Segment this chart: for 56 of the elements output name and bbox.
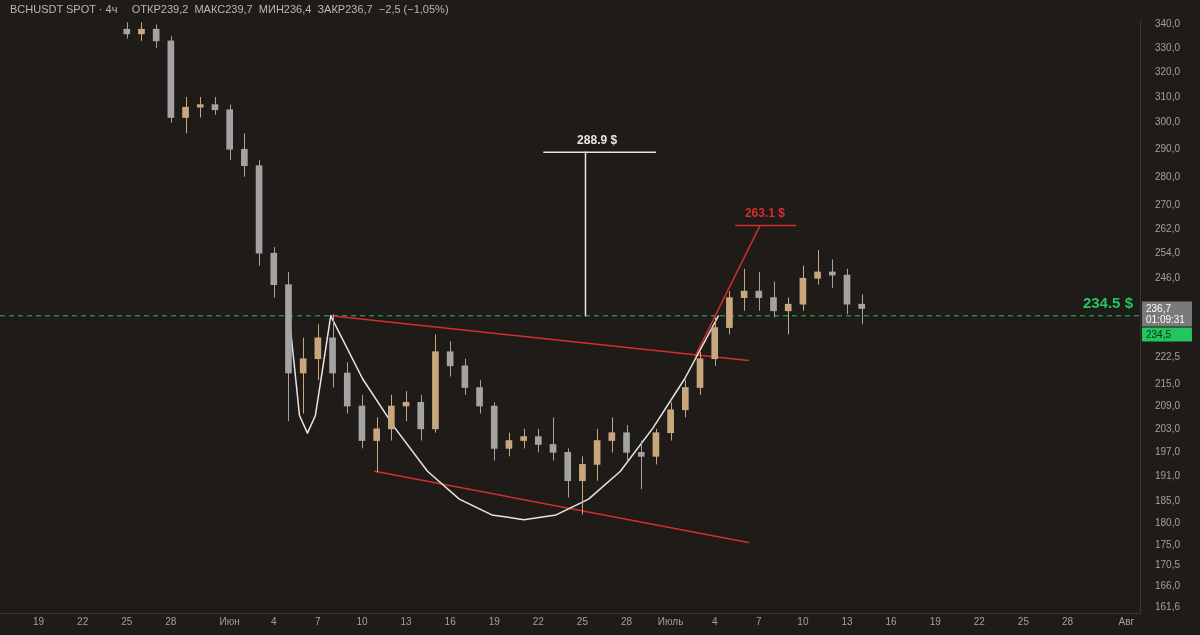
x-tick-label: Авг [1118,615,1135,627]
x-tick-label: 28 [620,615,633,627]
x-tick-label: 4 [711,615,718,627]
y-tick-label: 300,0 [1154,116,1181,128]
y-tick-label: 254,0 [1154,246,1181,258]
x-tick-label: 10 [797,615,809,627]
x-tick-label: 16 [444,615,457,627]
y-tick-label: 161,6 [1154,601,1181,613]
y-tick-label: 180,0 [1154,516,1181,528]
y-tick-label: 175,0 [1154,538,1181,550]
x-tick-label: 22 [973,615,986,627]
y-tick-label: 191,0 [1154,470,1181,482]
x-tick-label: 19 [929,615,942,627]
y-tick-label: 290,0 [1154,143,1181,155]
y-tick-label: 203,0 [1154,422,1181,434]
ref-line-label: 234.5 $ [1082,294,1134,312]
y-tick-label: 170,5 [1154,559,1181,571]
x-tick-label: 13 [841,615,853,627]
x-tick-label: 7 [756,615,763,627]
text: 234,5 [1145,328,1172,340]
x-tick-label: 13 [400,615,413,627]
x-tick-label: 25 [121,615,133,627]
y-tick-label: 197,0 [1154,446,1181,458]
y-tick-label: 340,0 [1154,18,1181,30]
y-tick-label: 270,0 [1154,199,1181,211]
x-tick-label: 19 [488,615,501,627]
x-tick-label: 16 [885,615,898,627]
y-tick-label: 246,0 [1154,272,1181,284]
x-tick-label: 19 [33,615,45,627]
x-tick-label: 25 [1017,615,1030,627]
x-tick-label: 25 [576,615,589,627]
y-tick-label: 262,0 [1154,222,1181,234]
y-tick-label: 280,0 [1154,170,1181,182]
y-tick-label: 166,0 [1154,580,1181,592]
x-tick-label: 28 [165,615,177,627]
x-tick-label: 10 [356,615,368,627]
y-tick-label: 185,0 [1154,495,1181,507]
x-tick-label: 22 [532,615,545,627]
text: 236,7 [1145,302,1172,314]
x-tick-label: Июн [219,615,240,627]
y-tick-label: 215,0 [1154,377,1181,389]
x-tick-label: Июль [657,615,684,627]
x-tick-label: 28 [1061,615,1074,627]
chart-title: BCHUSDT SPOT · 4ч [10,3,118,16]
annotation: 288.9 $ [577,132,618,147]
y-tick-label: 330,0 [1154,41,1181,53]
y-tick-label: 222,5 [1154,350,1181,362]
y-tick-label: 310,0 [1154,90,1181,102]
y-tick-label: 209,0 [1154,399,1181,411]
text: 01:09:31 [1145,313,1186,325]
x-tick-label: 4 [270,615,277,627]
x-tick-label: 7 [315,615,322,627]
annotation: 263.1 $ [744,205,786,220]
chart-subtitle: ОТКР239,2 МАКС239,7 МИН236,4 ЗАКР236,7 −2,5 (−1,05%) [131,3,449,16]
y-tick-label: 320,0 [1154,65,1181,77]
x-tick-label: 22 [77,615,89,627]
